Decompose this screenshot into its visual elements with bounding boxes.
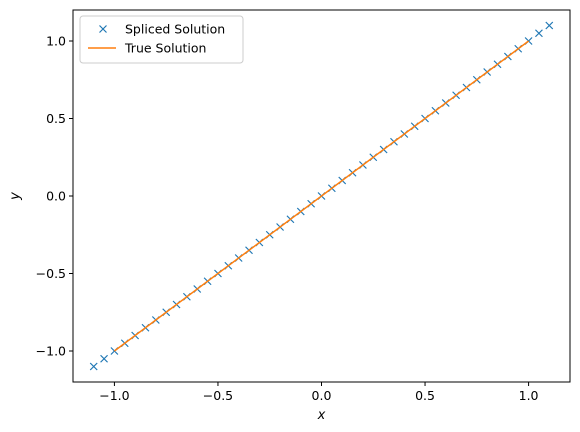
axis-ticks: −1.0 −0.5 0.0 0.5 1.0 −1.0 −0.5 0.0 0.5 1.0 xyxy=(36,9,571,403)
data-point xyxy=(89,362,98,371)
y-tick-label: 0.5 xyxy=(46,111,66,126)
legend-marker-x xyxy=(99,25,107,33)
data-point xyxy=(545,21,554,30)
y-tick-label: 0.0 xyxy=(46,189,66,204)
x-tick-label: −1.0 xyxy=(99,388,129,403)
y-tick-label: 1.0 xyxy=(46,34,66,49)
legend-box xyxy=(79,15,244,64)
x-tick-label: −0.5 xyxy=(203,388,233,403)
y-tick-label: −0.5 xyxy=(36,266,66,281)
x-axis-label: x xyxy=(317,408,326,423)
series-line-true-solution xyxy=(113,40,530,352)
plot-area xyxy=(89,21,554,371)
data-point xyxy=(100,354,108,363)
y-axis-label: y xyxy=(8,192,23,201)
x-tick-label: 0.5 xyxy=(415,388,435,403)
x-tick-label: 1.0 xyxy=(519,388,539,403)
legend-x-glyph xyxy=(99,25,107,33)
legend-label-true-solution: True Solution xyxy=(124,41,206,56)
data-point xyxy=(535,29,543,38)
legend-label-spliced-solution: Spliced Solution xyxy=(125,22,225,37)
y-tick-label: −1.0 xyxy=(36,344,66,359)
legend: Spliced Solution True Solution xyxy=(79,15,244,64)
legend-entry-spliced-solution: Spliced Solution xyxy=(99,22,225,37)
x-tick-label: 0.0 xyxy=(312,388,332,403)
legend-entry-true-solution: True Solution xyxy=(88,41,206,56)
